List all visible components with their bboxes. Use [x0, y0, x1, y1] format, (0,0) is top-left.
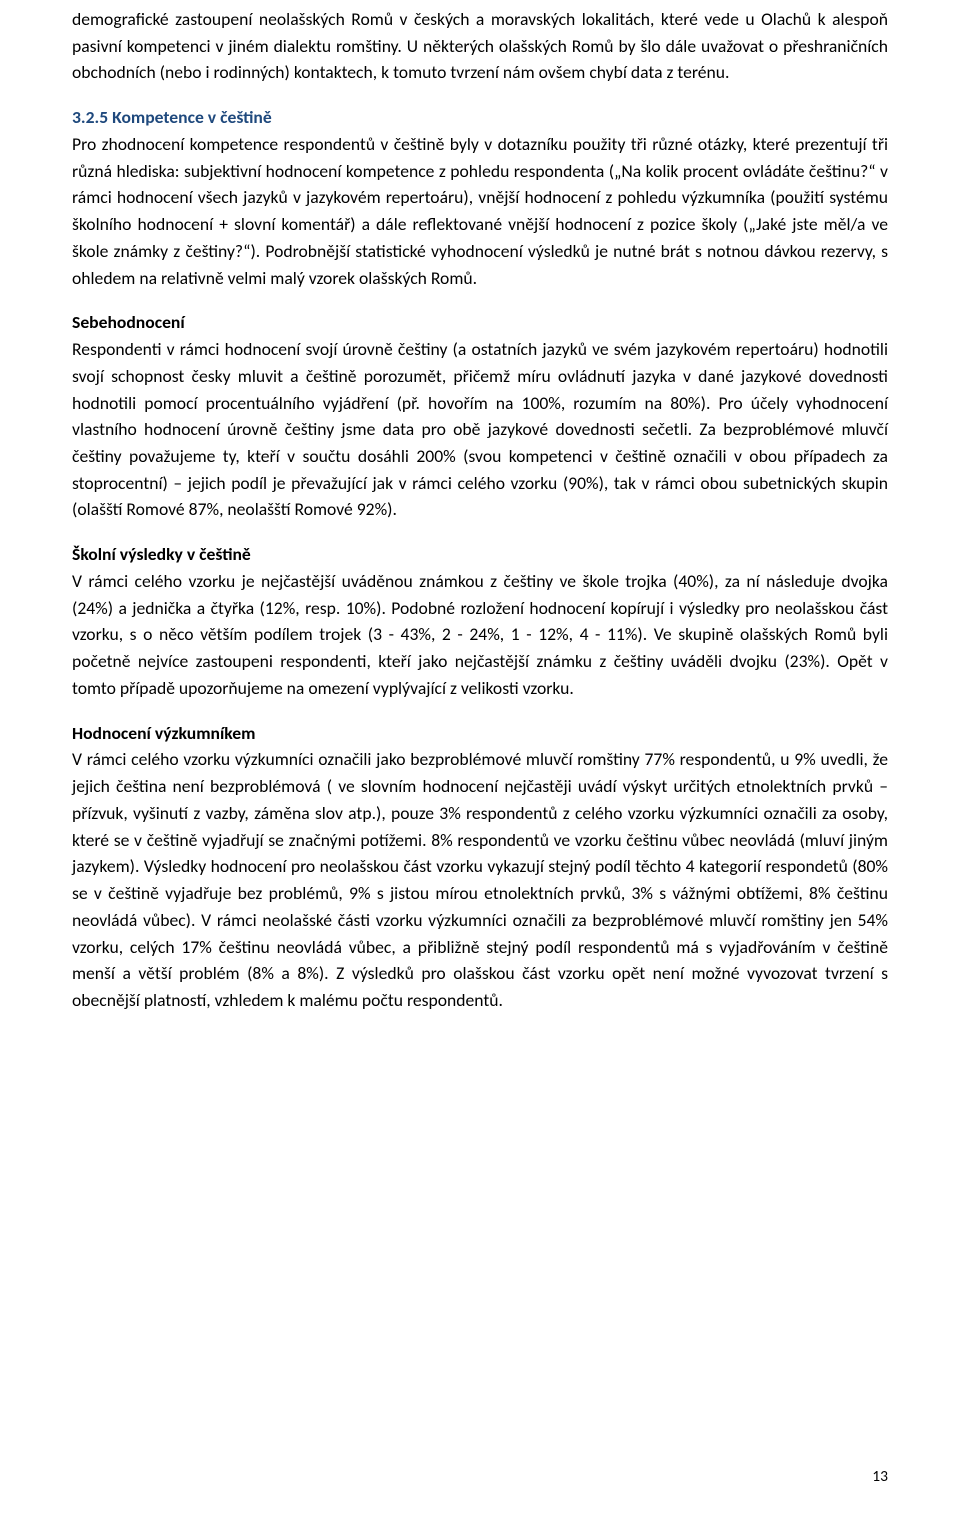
- section-skolni-vysledky: Školní výsledky v češtině V rámci celého…: [72, 541, 888, 701]
- intro-text: demografické zastoupení neolašských Romů…: [72, 6, 888, 86]
- hodnoceni-body: V rámci celého vzorku výzkumníci označil…: [72, 746, 888, 1013]
- page-number: 13: [872, 1467, 888, 1486]
- skolni-title: Školní výsledky v češtině: [72, 541, 888, 568]
- section-3-2-5-title: 3.2.5 Kompetence v češtině: [72, 104, 888, 131]
- section-sebehodnoceni: Sebehodnocení Respondenti v rámci hodnoc…: [72, 309, 888, 523]
- section-3-2-5-body: Pro zhodnocení kompetence respondentů v …: [72, 131, 888, 291]
- section-3-2-5: 3.2.5 Kompetence v češtině Pro zhodnocen…: [72, 104, 888, 291]
- section-hodnoceni-vyzkumnikem: Hodnocení výzkumníkem V rámci celého vzo…: [72, 720, 888, 1014]
- hodnoceni-title: Hodnocení výzkumníkem: [72, 720, 888, 747]
- sebehodnoceni-body: Respondenti v rámci hodnocení svojí úrov…: [72, 336, 888, 523]
- intro-paragraph: demografické zastoupení neolašských Romů…: [72, 6, 888, 86]
- sebehodnoceni-title: Sebehodnocení: [72, 309, 888, 336]
- skolni-body: V rámci celého vzorku je nejčastější uvá…: [72, 568, 888, 702]
